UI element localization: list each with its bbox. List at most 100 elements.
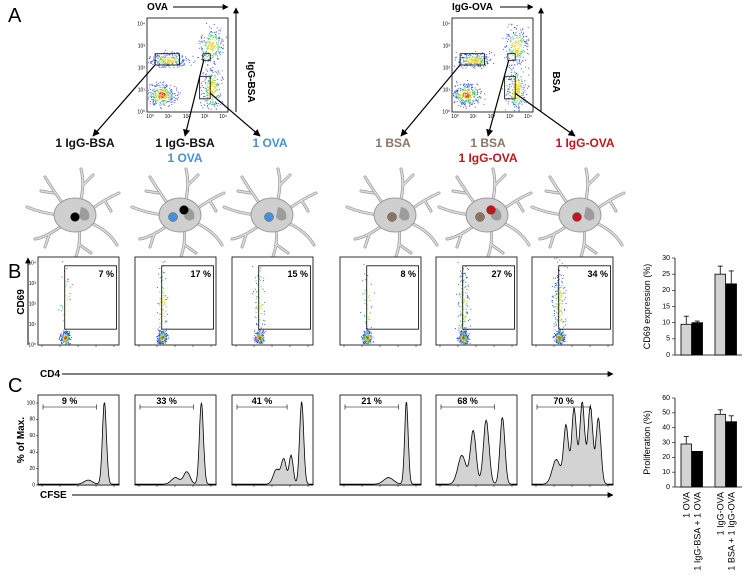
- event-dot: [259, 337, 261, 339]
- event-dot: [515, 76, 517, 78]
- event-dot: [466, 59, 468, 61]
- gate-arrow: [209, 92, 261, 137]
- event-dot: [171, 98, 173, 100]
- event-dot: [181, 54, 183, 56]
- event-dot: [528, 86, 530, 88]
- cfse-histogram: 68 %: [435, 394, 518, 487]
- event-dot: [156, 54, 159, 56]
- event-dot: [465, 309, 467, 311]
- event-dot: [556, 286, 558, 288]
- event-dot: [206, 37, 208, 39]
- event-dot: [162, 96, 164, 98]
- bar: [714, 413, 726, 488]
- event-dot: [505, 44, 507, 47]
- event-dot: [474, 67, 476, 69]
- event-dot: [469, 97, 471, 99]
- event-dot: [160, 333, 162, 336]
- event-dot: [461, 336, 463, 338]
- event-dot: [159, 332, 161, 334]
- event-dot: [513, 45, 515, 47]
- event-dot: [179, 92, 181, 94]
- event-dot: [520, 31, 522, 33]
- histogram-curve: [531, 401, 614, 486]
- x-tick-label: 10²: [488, 114, 496, 120]
- event-dot: [211, 31, 213, 34]
- event-dot: [457, 315, 459, 317]
- event-dot: [463, 314, 465, 316]
- event-dot: [467, 82, 470, 85]
- event-dot: [164, 97, 166, 99]
- event-dot: [173, 66, 175, 69]
- event-dot: [515, 80, 517, 82]
- event-dot: [163, 292, 165, 294]
- event-dot: [463, 334, 465, 337]
- event-dot: [519, 34, 521, 36]
- event-dot: [552, 301, 554, 303]
- event-dot: [66, 334, 68, 336]
- event-dot: [475, 62, 477, 64]
- event-dot: [210, 54, 212, 56]
- event-dot: [478, 59, 480, 61]
- event-dot: [470, 58, 472, 60]
- gate-percentage: 15 %: [287, 269, 308, 279]
- event-dot: [166, 93, 168, 95]
- event-dot: [462, 334, 464, 336]
- event-dot: [523, 40, 525, 42]
- event-dot: [523, 39, 525, 41]
- event-dot: [167, 334, 169, 337]
- event-dot: [212, 82, 214, 84]
- event-dot: [458, 303, 460, 305]
- event-dot: [367, 319, 369, 321]
- gate-arrow: [400, 64, 461, 137]
- event-dot: [259, 331, 261, 333]
- event-dot: [557, 335, 559, 337]
- event-dot: [512, 85, 514, 87]
- event-dot: [555, 323, 557, 325]
- event-dot: [149, 56, 151, 58]
- event-dot: [366, 339, 368, 341]
- event-dot: [458, 293, 460, 295]
- event-dot: [221, 76, 223, 78]
- event-dot: [157, 342, 159, 345]
- event-dot: [510, 41, 512, 43]
- event-dot: [522, 50, 524, 52]
- y-tick-label: 10³: [138, 43, 146, 49]
- event-dot: [506, 85, 508, 87]
- event-dot: [153, 103, 155, 105]
- event-dot: [163, 332, 165, 334]
- event-dot: [167, 313, 169, 315]
- event-dot: [472, 94, 474, 96]
- event-dot: [462, 331, 464, 333]
- event-dot: [476, 90, 478, 92]
- event-dot: [58, 338, 60, 340]
- event-dot: [520, 86, 522, 88]
- event-dot: [364, 302, 366, 305]
- event-dot: [478, 61, 480, 64]
- event-dot: [366, 331, 368, 333]
- event-dot: [257, 331, 259, 333]
- event-dot: [558, 333, 560, 335]
- event-dot: [65, 330, 67, 332]
- event-dot: [466, 341, 468, 344]
- gate: [161, 265, 214, 330]
- event-dot: [174, 97, 176, 99]
- event-dot: [159, 84, 161, 87]
- event-dot: [164, 60, 166, 62]
- event-dot: [519, 63, 522, 65]
- event-dot: [517, 104, 520, 106]
- event-dot: [257, 336, 259, 338]
- event-dot: [560, 274, 562, 276]
- event-dot: [475, 94, 477, 96]
- event-dot: [153, 90, 155, 93]
- event-dot: [460, 324, 463, 326]
- event-dot: [459, 276, 461, 278]
- event-dot: [503, 48, 505, 51]
- event-dot: [154, 101, 156, 103]
- event-dot: [469, 94, 471, 96]
- event-dot: [514, 34, 516, 36]
- event-dot: [214, 103, 216, 105]
- event-dot: [207, 40, 209, 42]
- event-dot: [64, 338, 66, 340]
- event-dot: [555, 294, 557, 296]
- event-dot: [161, 58, 163, 60]
